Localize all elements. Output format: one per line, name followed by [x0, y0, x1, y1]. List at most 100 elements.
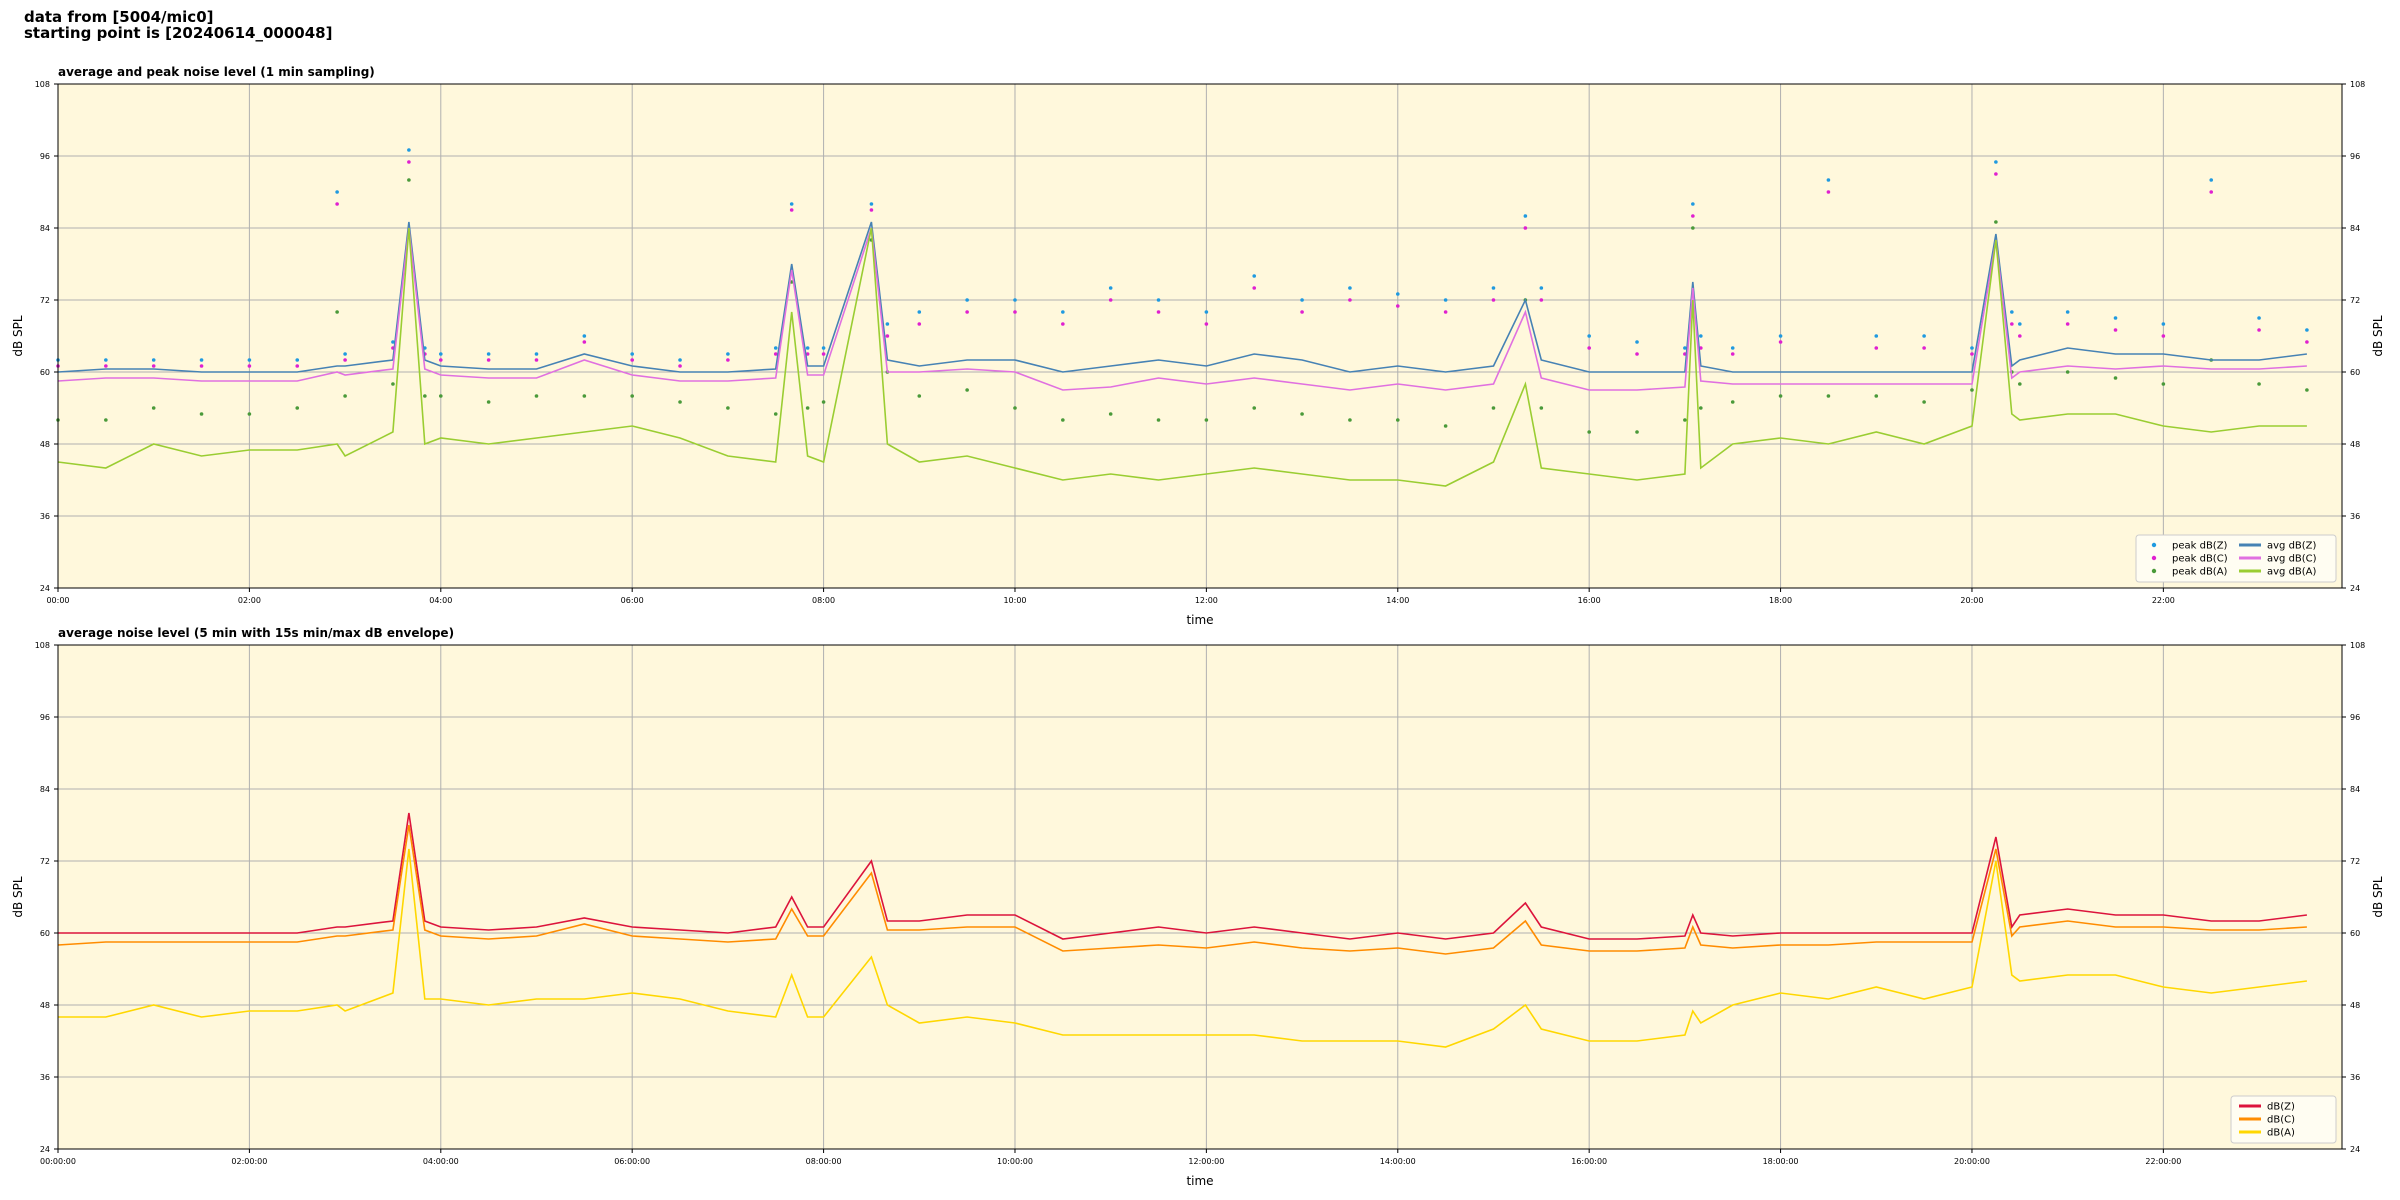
- peak-dot: [1523, 214, 1528, 218]
- x-tick-label: 12:00:00: [1188, 1157, 1224, 1166]
- y2-tick-label: 72: [2350, 296, 2360, 305]
- peak-dot: [1348, 418, 1352, 422]
- peak-dot: [1994, 220, 1998, 224]
- peak-dot: [789, 202, 794, 206]
- y-tick-label: 24: [40, 1145, 50, 1154]
- peak-dot: [821, 400, 826, 404]
- plot-background: [58, 645, 2342, 1149]
- legend-box: [2135, 534, 2337, 583]
- peak-dot: [1156, 310, 1161, 314]
- legend-label: peak dB(C): [2172, 554, 2228, 565]
- peak-dot: [438, 358, 443, 362]
- y2-tick-label: 24: [2350, 1145, 2360, 1154]
- peak-dot: [407, 160, 411, 164]
- peak-dot: [534, 352, 539, 356]
- peak-dot: [343, 352, 347, 356]
- peak-dot: [965, 310, 969, 314]
- legend-label: dB(Z): [2267, 1102, 2295, 1113]
- peak-dot: [1204, 322, 1209, 326]
- peak-dot: [1587, 430, 1591, 434]
- legend-label: dB(C): [2267, 1115, 2295, 1126]
- peak-dot: [1778, 394, 1783, 398]
- x-tick-label: 08:00: [812, 596, 835, 605]
- x-tick-label: 06:00: [621, 596, 644, 605]
- y-tick-label: 36: [40, 1073, 50, 1082]
- peak-dot: [1922, 400, 1926, 404]
- peak-dot: [2305, 340, 2309, 344]
- y-tick-label: 72: [40, 296, 50, 305]
- peak-dot: [1348, 298, 1352, 302]
- x-tick-label: 18:00: [1769, 596, 1792, 605]
- peak-dot: [1395, 418, 1400, 422]
- peak-dot: [343, 394, 347, 398]
- y2-tick-label: 24: [2350, 584, 2360, 593]
- peak-dot: [965, 298, 969, 302]
- x-tick-label: 04:00:00: [423, 1157, 459, 1166]
- legend-swatch: [2151, 568, 2157, 574]
- peak-dot: [773, 352, 778, 356]
- y-tick-label: 96: [40, 152, 50, 161]
- peak-dot: [1013, 310, 1017, 314]
- peak-dot: [486, 358, 491, 362]
- peak-dot: [1108, 286, 1113, 290]
- series-line: [58, 812, 2307, 940]
- peak-dot: [423, 394, 427, 398]
- peak-dot: [1994, 172, 1998, 176]
- peak-dot: [1826, 178, 1831, 182]
- y2-tick-label: 60: [2350, 368, 2360, 377]
- peak-dot: [391, 382, 395, 386]
- peak-dot: [726, 406, 730, 410]
- y2-tick-label: 48: [2350, 1001, 2360, 1010]
- peak-dot: [1348, 286, 1352, 290]
- y-tick-label: 24: [40, 584, 50, 593]
- y2-tick-label: 36: [2350, 1073, 2360, 1082]
- y2-tick-label: 108: [2350, 641, 2365, 650]
- legend-label: dB(A): [2267, 1128, 2295, 1139]
- y-tick-label: 108: [35, 641, 50, 650]
- series-line: [57, 824, 2307, 955]
- peak-dot: [1156, 418, 1161, 422]
- peak-dot: [821, 352, 826, 356]
- peak-dot: [1443, 298, 1448, 302]
- y2-axis-label: dB SPL: [2371, 315, 2385, 357]
- peak-dot: [1683, 418, 1687, 422]
- peak-dot: [1252, 274, 1257, 278]
- peak-dot: [247, 364, 252, 368]
- y2-tick-label: 36: [2350, 512, 2360, 521]
- y-tick-label: 96: [40, 713, 50, 722]
- x-tick-label: 00:00: [46, 596, 69, 605]
- peak-dot: [295, 406, 300, 410]
- peak-dot: [1300, 412, 1304, 416]
- peak-dot: [789, 208, 794, 212]
- peak-dot: [1252, 406, 1257, 410]
- y2-tick-label: 96: [2350, 152, 2360, 161]
- y-tick-label: 48: [40, 1001, 50, 1010]
- peak-dot: [1635, 430, 1639, 434]
- peak-dot: [1395, 304, 1400, 308]
- peak-dot: [869, 202, 874, 206]
- peak-dot: [582, 334, 587, 338]
- series-line: [57, 221, 2307, 373]
- peak-dot: [1156, 298, 1161, 302]
- peak-dot: [1108, 298, 1113, 302]
- peak-dot: [630, 394, 634, 398]
- peak-dot: [2209, 178, 2214, 182]
- peak-dot: [1994, 160, 1998, 164]
- peak-dot: [1491, 406, 1496, 410]
- x-tick-label: 22:00:00: [2145, 1157, 2181, 1166]
- peak-dot: [1970, 352, 1974, 356]
- peak-dot: [1443, 424, 1448, 428]
- x-axis-label: time: [1186, 1174, 1213, 1188]
- peak-dot: [917, 310, 922, 314]
- peak-dot: [534, 394, 539, 398]
- x-tick-label: 20:00: [1960, 596, 1983, 605]
- y-axis-label: dB SPL: [11, 315, 25, 357]
- legend-label: avg dB(A): [2267, 567, 2317, 578]
- peak-dot: [1874, 346, 1879, 350]
- peak-dot: [2209, 190, 2214, 194]
- peak-dot: [773, 412, 778, 416]
- peak-dot: [1874, 334, 1879, 338]
- y2-axis-label: dB SPL: [2371, 876, 2385, 918]
